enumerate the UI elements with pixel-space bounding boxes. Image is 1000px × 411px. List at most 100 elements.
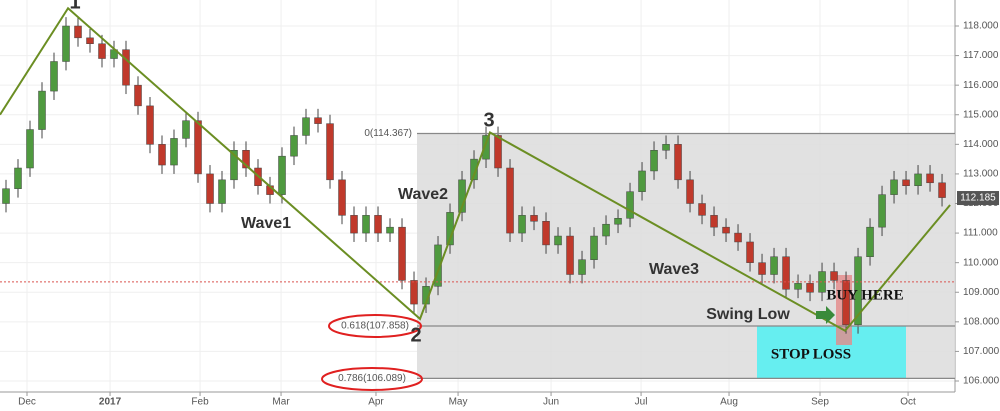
candle-body (698, 203, 706, 216)
candle-body (494, 135, 502, 169)
candle-body (242, 150, 250, 169)
x-tick-label: Feb (191, 397, 209, 408)
candle-body (314, 117, 322, 124)
candle-body (902, 179, 910, 187)
candle-body (782, 256, 790, 290)
y-tick-label: 115.000 (963, 109, 999, 120)
candle-body (26, 129, 34, 169)
candle-body (866, 226, 874, 257)
candle-body (746, 241, 754, 263)
candle-body (350, 215, 358, 234)
candle-body (158, 144, 166, 166)
candle-body (338, 179, 346, 216)
x-tick-label: May (449, 397, 468, 408)
x-tick-label: Jul (635, 397, 648, 408)
candle-body (530, 215, 538, 222)
candle-body (434, 244, 442, 287)
candle-body (602, 223, 610, 237)
last-price-box (957, 191, 999, 206)
candle-body (578, 259, 586, 275)
y-tick-label: 106.000 (963, 376, 1000, 387)
fib-label: 0.618(107.858) (341, 321, 409, 332)
candle-body (542, 221, 550, 246)
candle-body (182, 120, 190, 139)
x-tick-label: 2017 (99, 397, 122, 408)
candle-body (194, 120, 202, 175)
candle-body (2, 188, 10, 204)
last-price-label: 112.185 (960, 193, 996, 204)
candle-body (554, 235, 562, 246)
candle-body (710, 215, 718, 228)
candle-body (410, 280, 418, 305)
candle-body (626, 191, 634, 219)
x-tick-label: Jun (543, 397, 559, 408)
candle-body (926, 173, 934, 184)
candle-body (638, 170, 646, 192)
candle-body (98, 43, 106, 59)
candle-body (386, 226, 394, 234)
candle-body (734, 232, 742, 243)
candle-body (590, 235, 598, 260)
y-tick-label: 113.000 (963, 169, 999, 180)
candle-body (650, 150, 658, 172)
y-tick-label: 109.000 (963, 287, 1000, 298)
candle-body (62, 25, 70, 62)
candle-body (854, 256, 862, 326)
candle-body (686, 179, 694, 204)
y-tick-label: 110.000 (963, 257, 999, 268)
candle-body (374, 215, 382, 234)
candle-body (890, 179, 898, 195)
wave-number: 3 (483, 109, 494, 131)
candle-body (74, 25, 82, 39)
highlight-ellipse (321, 367, 423, 391)
candle-body (794, 283, 802, 290)
candle-body (278, 155, 286, 195)
candle-body (122, 49, 130, 86)
arrow (816, 306, 835, 324)
candle-body (206, 173, 214, 204)
candle-body (758, 262, 766, 275)
candle-body (614, 218, 622, 225)
wave-label: Wave1 (241, 215, 291, 232)
candle-body (362, 215, 370, 234)
x-tick-label: Aug (720, 397, 738, 408)
x-tick-label: Mar (272, 397, 290, 408)
swing-low-label: Swing Low (706, 306, 790, 323)
overlay (0, 6, 955, 379)
stop-loss-zone (757, 326, 906, 378)
candle-body (722, 226, 730, 234)
candle-body (326, 123, 334, 181)
y-tick-label: 118.000 (963, 21, 999, 32)
wave-number: 2 (410, 324, 421, 346)
candle-body (878, 194, 886, 228)
candle-body (470, 158, 478, 181)
highlight-ellipse (328, 314, 422, 338)
x-tick-label: Dec (18, 397, 36, 408)
y-tick-label: 114.000 (963, 139, 999, 150)
stop-loss-label: STOP LOSS (771, 346, 851, 362)
y-tick-label: 117.000 (963, 50, 999, 61)
candle-body (914, 173, 922, 187)
fib-label: 0(114.367) (364, 128, 412, 139)
fib-label: 0.786(106.089) (338, 373, 406, 384)
candle-body (806, 283, 814, 293)
candle-body (506, 167, 514, 234)
candle-body (38, 90, 46, 130)
candle-body (770, 256, 778, 275)
candle-body (218, 179, 226, 204)
wave-label: Wave2 (398, 186, 448, 203)
x-tick-label: Apr (368, 397, 384, 408)
candle-body (482, 135, 490, 160)
candle-body (938, 182, 946, 198)
candle-body (566, 235, 574, 275)
candle-body (842, 280, 850, 326)
buy-label: BUY HERE (826, 287, 903, 303)
y-tick-label: 111.000 (963, 228, 998, 239)
candle-body (86, 37, 94, 45)
candle-body (302, 117, 310, 136)
wave-label: Wave3 (649, 261, 699, 278)
candle-body (662, 144, 670, 151)
y-tick-label: 108.000 (963, 316, 1000, 327)
candle-body (518, 215, 526, 234)
